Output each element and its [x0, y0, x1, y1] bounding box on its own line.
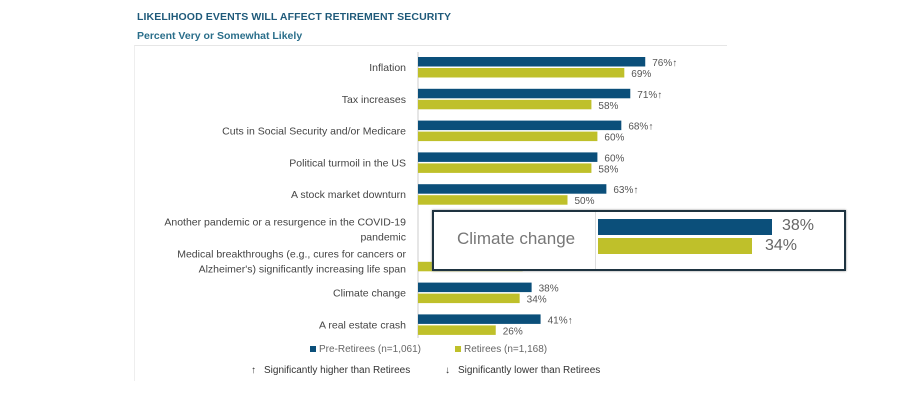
legend-label: Pre-Retirees (n=1,061)	[319, 344, 421, 355]
bar-pre-retirees	[418, 88, 631, 99]
bar-pre-retirees	[418, 120, 622, 131]
bar-retirees	[418, 195, 568, 205]
bar-retirees	[418, 68, 625, 78]
category-label: Tax increases	[342, 94, 406, 106]
zoom-inset: Climate change 38% 34%	[432, 210, 846, 271]
data-label: 58%	[598, 164, 618, 175]
bar-retirees	[418, 99, 592, 110]
bar-pre-retirees	[418, 184, 607, 194]
data-label: 58%	[598, 101, 618, 112]
significance-note: Significantly lower than Retirees	[458, 365, 600, 376]
category-label: Climate change	[333, 288, 406, 300]
data-label: 34%	[527, 295, 547, 306]
inset-divider	[595, 212, 596, 269]
category-label: pandemic	[360, 232, 406, 244]
arrow-down-icon: ↓	[445, 365, 450, 376]
data-label: 38%	[539, 284, 559, 295]
bar-pre-retirees	[418, 282, 532, 293]
data-label: 60%	[604, 133, 624, 144]
category-label: Alzheimer's) significantly increasing li…	[199, 263, 407, 275]
data-label: 50%	[575, 196, 595, 207]
bar-retirees	[418, 131, 598, 142]
category-label: A stock market downturn	[291, 189, 406, 201]
bar-retirees	[418, 163, 592, 173]
legend-swatch	[310, 346, 316, 352]
inset-bar-retirees	[598, 238, 752, 254]
chart-frame	[134, 45, 727, 381]
category-label: Inflation	[369, 62, 406, 74]
legend-label: Retirees (n=1,168)	[464, 344, 547, 355]
category-label: Cuts in Social Security and/or Medicare	[222, 126, 406, 138]
category-label: Political turmoil in the US	[289, 157, 406, 169]
chart-title: LIKELIHOOD EVENTS WILL AFFECT RETIREMENT…	[137, 11, 452, 23]
significance-note: Significantly higher than Retirees	[264, 365, 410, 376]
inset-bar-pre-retirees	[598, 219, 772, 235]
bar-retirees	[418, 293, 520, 304]
inset-value-pre: 38%	[782, 217, 815, 234]
bar-retirees	[418, 325, 496, 335]
data-label: 69%	[631, 69, 651, 80]
data-label: 41%↑	[548, 315, 573, 326]
category-label: Medical breakthroughs (e.g., cures for c…	[177, 248, 406, 260]
category-label: Another pandemic or a resurgence in the …	[164, 217, 406, 229]
legend-swatch	[455, 346, 461, 352]
data-label: 26%	[503, 326, 523, 337]
data-label: 63%↑	[613, 185, 638, 196]
category-label: A real estate crash	[319, 319, 406, 331]
data-label: 71%↑	[637, 90, 662, 101]
bar-pre-retirees	[418, 152, 598, 162]
inset-label: Climate change	[457, 229, 576, 248]
data-label: 60%	[604, 153, 624, 164]
data-label: 68%↑	[628, 122, 653, 133]
inset-value-ret: 34%	[765, 237, 798, 254]
bar-pre-retirees	[418, 314, 541, 324]
data-label: 76%↑	[652, 58, 677, 69]
chart-subtitle: Percent Very or Somewhat Likely	[137, 30, 303, 42]
bar-pre-retirees	[418, 57, 646, 67]
arrow-up-icon: ↑	[251, 365, 256, 376]
